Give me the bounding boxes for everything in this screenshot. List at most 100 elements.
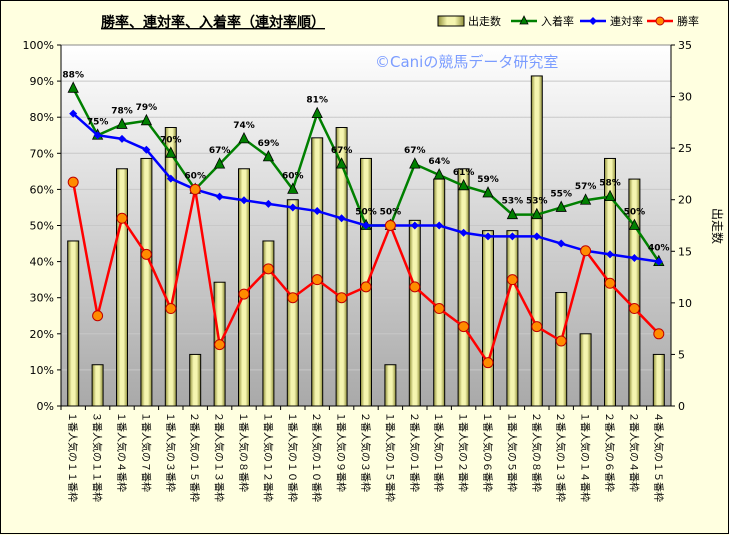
data-label: 60% (282, 171, 304, 181)
point-marker (287, 182, 299, 194)
data-label: 60% (184, 171, 206, 181)
point-marker (92, 310, 104, 322)
point-marker (532, 232, 541, 241)
y-left-tick-label: 20% (30, 328, 54, 341)
point-marker (654, 257, 663, 266)
data-label: 61% (453, 168, 475, 178)
data-label: 70% (160, 135, 182, 145)
y-left-tick-label: 10% (30, 364, 54, 377)
x-tick-label: ４番人気の１５番枠 (652, 412, 665, 502)
point-marker (189, 183, 201, 195)
point-marker (165, 146, 177, 158)
bar (482, 230, 494, 407)
data-label: 67% (404, 146, 426, 156)
y-right-tick-label: 30 (678, 91, 692, 104)
point-marker (580, 245, 592, 257)
y-left-tick-label: 80% (30, 111, 54, 124)
point-marker (506, 274, 518, 286)
point-marker (335, 157, 348, 169)
point-marker (93, 131, 102, 140)
x-tick-label: ３番人気の１１番枠 (91, 412, 104, 502)
point-marker (288, 203, 297, 212)
data-label: 59% (477, 175, 499, 185)
legend-label: 連対率 (610, 14, 643, 28)
point-marker (604, 189, 616, 202)
data-label: 88% (62, 70, 84, 80)
data-label: 58% (599, 179, 621, 189)
point-marker (484, 232, 492, 241)
data-label: 67% (331, 146, 353, 156)
point-marker (337, 214, 346, 223)
point-marker (555, 200, 567, 212)
x-tick-label: ２番人気の１３番枠 (554, 412, 567, 502)
point-marker (458, 321, 470, 333)
y-right-tick-label: 5 (678, 348, 685, 361)
point-marker (433, 303, 445, 315)
bar (140, 157, 153, 407)
point-marker (116, 212, 128, 224)
y-left-tick-label: 60% (30, 183, 54, 196)
point-marker (118, 134, 126, 143)
x-tick-label: １番人気の１４番枠 (579, 412, 592, 502)
watermark: ©Caniの競馬データ研究室 (375, 53, 558, 71)
point-marker (67, 176, 79, 188)
point-marker (630, 253, 639, 262)
bar (433, 178, 446, 407)
x-tick-label: ２番人気の８番枠 (530, 412, 543, 492)
point-marker (69, 109, 78, 118)
legend-marker (589, 17, 597, 25)
bar (579, 333, 592, 407)
point-marker (409, 281, 421, 293)
x-tick-label: １番人気の１１番枠 (66, 412, 79, 502)
x-tick-label: ２番人気の６番枠 (603, 412, 616, 492)
point-marker (238, 288, 250, 300)
y-left-tick-label: 70% (30, 147, 54, 160)
data-label: 53% (526, 197, 548, 207)
legend-label: 入着率 (541, 14, 574, 28)
point-marker (287, 292, 299, 304)
y-right-tick-label: 0 (678, 400, 685, 413)
point-marker (215, 192, 224, 201)
data-label: 50% (355, 208, 377, 218)
point-marker (214, 339, 226, 351)
line-series: 88%75%78% 79%70%60%67%74%69%60%81%67%50% 5… (62, 70, 670, 369)
data-label: 55% (550, 189, 572, 199)
bar (311, 137, 324, 407)
data-label: 74% (233, 121, 255, 131)
point-marker (166, 174, 175, 183)
point-marker (435, 221, 444, 230)
point-marker (457, 178, 470, 191)
y-right-tick-label: 20 (678, 194, 692, 207)
x-tick-label: １番人気の１５番枠 (383, 412, 396, 502)
x-tick-label: １番人気の３番枠 (164, 412, 177, 492)
data-label: 40% (648, 244, 670, 254)
point-marker (311, 106, 323, 118)
legend-label: 出走数 (468, 14, 501, 28)
x-tick-label: １番人気の６番枠 (481, 412, 494, 492)
point-marker (433, 168, 445, 180)
data-label: 69% (258, 139, 280, 149)
bar (408, 219, 421, 407)
y-axis-right-label: 出走数 (710, 208, 725, 244)
x-tick-label: ２番人気の１０番枠 (310, 412, 323, 502)
bar (189, 353, 202, 407)
point-marker (606, 250, 614, 259)
point-marker (555, 335, 567, 347)
data-label: 50% (380, 208, 402, 218)
point-marker (410, 221, 419, 230)
point-marker (531, 207, 543, 220)
bar (555, 292, 568, 407)
x-tick-label: ２番人気の３番枠 (359, 412, 372, 492)
y-left-tick-label: 30% (30, 292, 54, 305)
point-marker (213, 157, 226, 169)
data-label: 78% (111, 106, 133, 116)
bar (457, 168, 470, 407)
legend-label: 勝率 (677, 14, 699, 28)
data-label: 75% (87, 117, 109, 127)
y-left-tick-label: 90% (30, 75, 54, 88)
point-marker (262, 263, 274, 275)
data-label: 50% (624, 208, 646, 218)
point-marker (311, 274, 323, 286)
